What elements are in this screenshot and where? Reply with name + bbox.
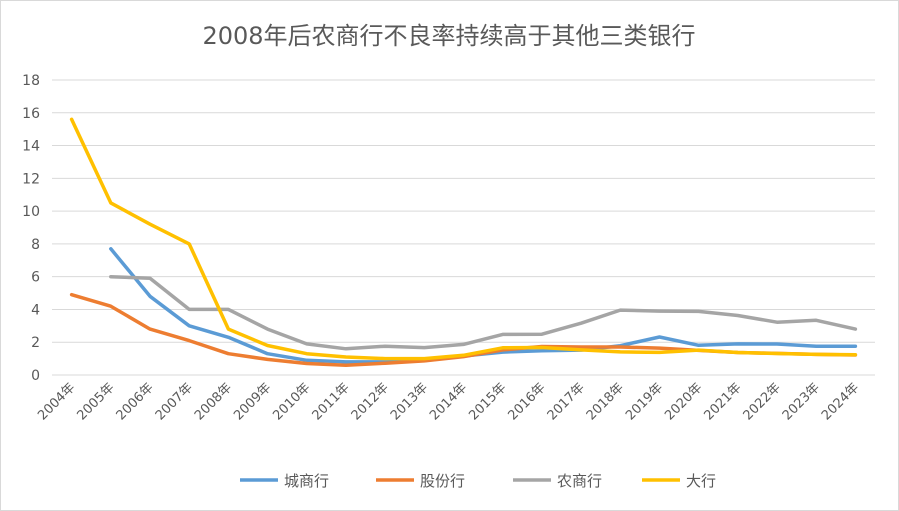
x-tick-label: 2023年	[780, 380, 823, 423]
x-tick-label: 2020年	[662, 380, 705, 423]
y-tick-label: 10	[22, 204, 40, 220]
y-axis: 0 2 4 6 8 10 12 14 16 18	[22, 73, 40, 384]
x-tick-label: 2008年	[192, 380, 235, 423]
y-tick-label: 18	[22, 73, 40, 89]
legend-label: 农商行	[557, 472, 602, 490]
x-tick-label: 2010年	[270, 380, 313, 423]
x-tick-label: 2006年	[114, 380, 157, 423]
y-tick-label: 2	[31, 335, 40, 351]
x-tick-label: 2009年	[231, 380, 274, 423]
y-tick-label: 16	[22, 106, 40, 122]
x-tick-label: 2015年	[466, 380, 509, 423]
legend-label: 城商行	[284, 472, 329, 490]
legend-label: 大行	[686, 472, 716, 490]
x-tick-label: 2007年	[153, 380, 196, 423]
x-tick-label: 2018年	[584, 380, 627, 423]
gridlines	[52, 79, 875, 376]
x-tick-label: 2017年	[545, 380, 588, 423]
y-tick-label: 0	[31, 368, 40, 384]
x-tick-label: 2021年	[701, 380, 744, 423]
x-axis: 2004年2005年2006年2007年2008年2009年2010年2011年…	[35, 380, 862, 423]
x-tick-label: 2013年	[388, 380, 431, 423]
series-line-0	[109, 247, 858, 364]
x-tick-label: 2012年	[349, 380, 392, 423]
x-tick-label: 2004年	[35, 380, 78, 423]
y-tick-label: 12	[22, 171, 40, 187]
series-line-3	[69, 117, 858, 361]
y-tick-label: 14	[22, 139, 40, 155]
x-tick-label: 2022年	[741, 380, 784, 423]
chart-title: 2008年后农商行不良率持续高于其他三类银行	[202, 22, 695, 50]
y-tick-label: 8	[31, 237, 40, 253]
x-tick-label: 2014年	[427, 380, 470, 423]
x-tick-label: 2019年	[623, 380, 666, 423]
series-line-2	[109, 274, 858, 351]
y-tick-label: 6	[31, 270, 40, 286]
x-tick-label: 2016年	[506, 380, 549, 423]
series-lines	[69, 117, 858, 367]
x-tick-label: 2011年	[310, 380, 353, 423]
x-tick-label: 2005年	[74, 380, 117, 423]
legend-label: 股份行	[420, 472, 465, 490]
x-tick-label: 2024年	[819, 380, 862, 423]
legend: 城商行 股份行 农商行 大行	[240, 472, 716, 490]
y-tick-label: 4	[31, 302, 40, 318]
